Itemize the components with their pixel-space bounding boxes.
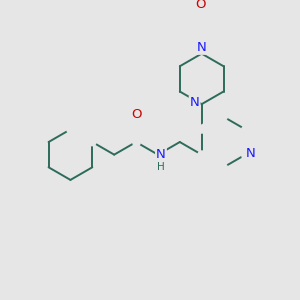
Text: N: N: [156, 148, 166, 161]
Text: N: N: [190, 96, 200, 110]
Text: N: N: [246, 147, 256, 160]
Text: H: H: [157, 162, 165, 172]
Text: N: N: [197, 41, 207, 54]
Text: O: O: [131, 108, 141, 121]
Text: O: O: [195, 0, 206, 11]
